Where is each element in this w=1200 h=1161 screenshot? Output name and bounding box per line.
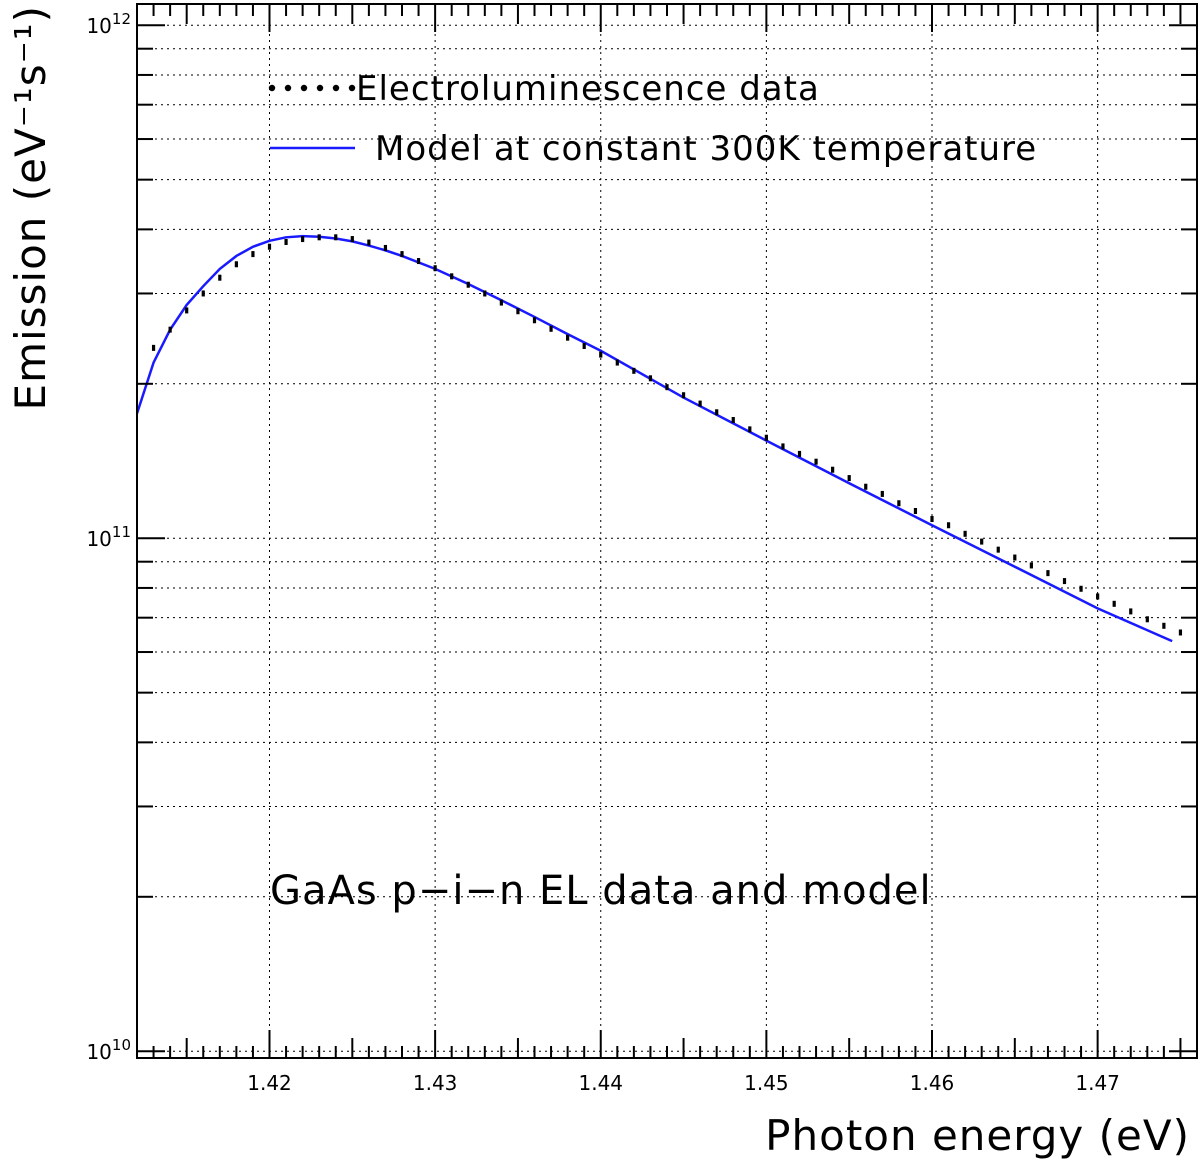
data-point — [1029, 562, 1033, 569]
data-point — [1178, 629, 1183, 636]
data-point — [665, 384, 669, 391]
data-point — [466, 281, 470, 288]
y-tick-label: 1012 — [86, 10, 131, 38]
data-point — [681, 392, 686, 399]
data-point — [168, 326, 172, 333]
tick-label-layer: 1.42 1.43 1.44 1.45 1.46 1.47 1010 1011 1012 — [86, 10, 1119, 1095]
x-tick-label: 1.46 — [910, 1071, 955, 1095]
data-point — [715, 409, 719, 416]
data-point — [1062, 578, 1067, 585]
x-tick-label: 1.42 — [247, 1071, 292, 1095]
model-series-layer — [135, 234, 1173, 643]
x-tick-label: 1.45 — [744, 1071, 789, 1095]
data-point — [864, 483, 868, 490]
data-point — [1162, 622, 1166, 629]
data-point — [648, 375, 653, 382]
data-point — [1112, 600, 1116, 607]
data-point — [151, 344, 156, 351]
data-point — [483, 290, 487, 297]
data-point — [400, 251, 404, 258]
data-point — [781, 443, 785, 450]
axes-layer — [136, 3, 1198, 1059]
x-tick-label: 1.47 — [1075, 1071, 1120, 1095]
legend-dot — [348, 84, 356, 92]
grid-layer — [137, 4, 1197, 1058]
data-point — [350, 236, 354, 243]
data-point — [582, 342, 586, 349]
model-series-line — [135, 234, 1173, 643]
legend-dot — [316, 84, 324, 92]
y-tick-label: 1010 — [86, 1036, 131, 1064]
data-point — [963, 530, 967, 537]
data-point — [980, 538, 984, 545]
data-point — [847, 475, 851, 482]
data-point — [831, 466, 835, 473]
y-axis-title: Emission (eV⁻¹s⁻¹) — [6, 5, 55, 410]
x-tick-label: 1.43 — [413, 1071, 458, 1095]
data-point — [946, 522, 951, 529]
y-tick-label: 1011 — [86, 523, 131, 551]
data-point — [615, 359, 619, 366]
data-point — [566, 334, 570, 341]
data-point — [698, 400, 702, 407]
legend-marker-dots — [268, 84, 356, 92]
data-point — [201, 290, 205, 297]
data-point — [599, 351, 603, 358]
data-point — [731, 417, 735, 424]
data-point — [764, 434, 768, 441]
data-point — [251, 251, 255, 258]
data-point — [632, 367, 636, 374]
chart-annotation: GaAs p−i−n EL data and model — [270, 868, 932, 914]
data-point — [1013, 554, 1017, 561]
legend: Electroluminescence data Model at consta… — [268, 69, 1037, 169]
data-point — [499, 299, 503, 306]
data-point — [996, 546, 1000, 553]
data-point — [185, 307, 189, 314]
legend-dot — [332, 84, 340, 92]
plot-frame — [136, 3, 1198, 1059]
data-point — [516, 308, 520, 315]
data-point — [797, 450, 802, 457]
data-point — [748, 426, 752, 433]
legend-dot — [284, 84, 292, 92]
data-point — [1096, 593, 1100, 600]
data-point — [334, 234, 338, 241]
data-point — [416, 258, 421, 265]
data-point — [880, 490, 884, 497]
data-point — [897, 500, 901, 507]
x-axis-title: Photon energy (eV) — [765, 1111, 1190, 1160]
data-point — [814, 458, 818, 465]
x-tick-label: 1.44 — [578, 1071, 623, 1095]
data-point — [532, 317, 537, 324]
data-point — [1145, 616, 1149, 623]
data-point — [234, 261, 238, 268]
legend-label-data: Electroluminescence data — [356, 69, 820, 109]
data-point — [301, 236, 305, 243]
data-point — [930, 516, 934, 523]
data-point — [913, 508, 918, 514]
data-point — [1129, 608, 1133, 615]
data-point — [433, 265, 437, 272]
data-point — [383, 244, 388, 251]
data-point — [218, 274, 222, 281]
data-point — [450, 273, 454, 280]
legend-entry-model: Model at constant 300K temperature — [270, 129, 1037, 169]
data-point — [317, 234, 321, 241]
data-point — [549, 325, 553, 332]
legend-entry-data: Electroluminescence data — [268, 69, 820, 109]
data-point — [1046, 570, 1050, 577]
legend-dot — [268, 84, 276, 92]
data-point — [267, 243, 272, 250]
legend-dot — [300, 84, 308, 92]
data-point — [367, 239, 371, 246]
data-series-layer — [151, 234, 1183, 636]
legend-label-model: Model at constant 300K temperature — [375, 129, 1037, 169]
data-point — [284, 238, 288, 245]
data-point — [1079, 585, 1083, 592]
